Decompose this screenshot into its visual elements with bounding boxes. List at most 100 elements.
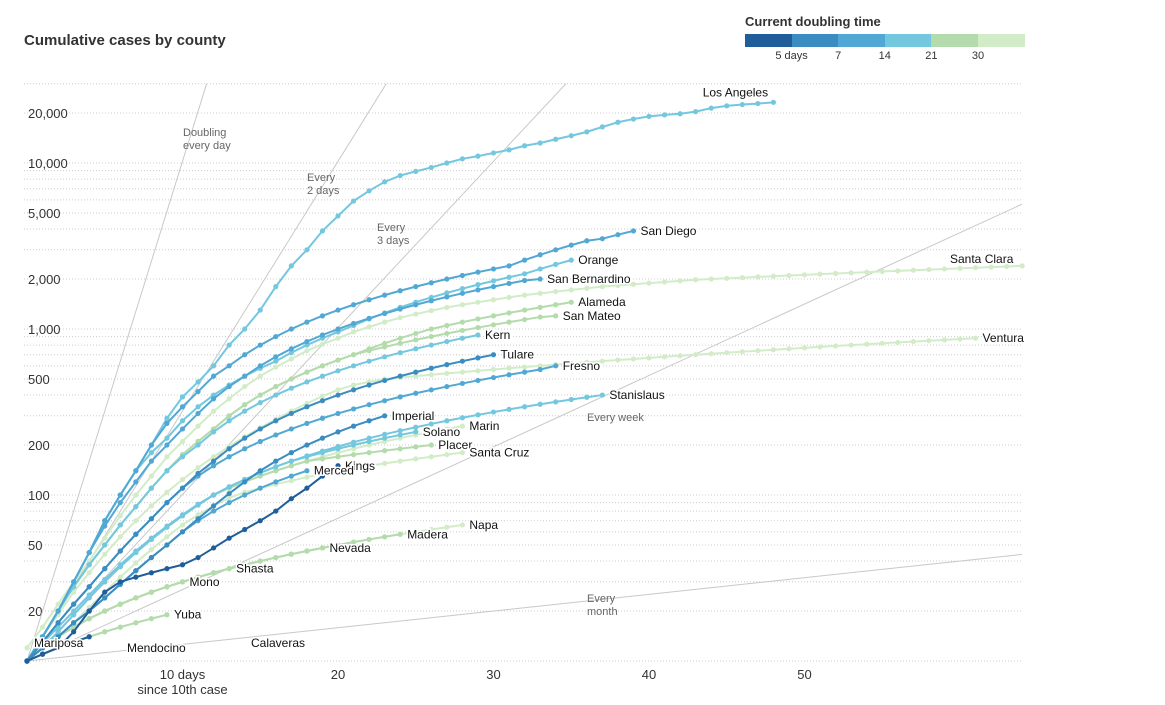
data-point [382,534,388,540]
data-point [242,408,248,414]
x-tick-label: 50 [797,667,811,682]
series-label: Ventura [983,331,1025,345]
data-point [615,357,621,363]
data-point [179,529,186,535]
data-point [599,284,605,290]
data-point [242,383,248,390]
data-point [319,313,326,319]
data-point [926,338,932,344]
data-point [350,329,357,335]
data-point [413,429,419,435]
data-point [382,448,388,454]
data-point [273,354,279,360]
data-point [71,579,77,585]
data-point [568,242,574,248]
reference-line-label: Every [377,222,406,234]
data-point [335,357,341,363]
data-point [475,287,481,293]
x-tick-label: 20 [331,667,345,682]
y-tick-label: 200 [28,438,50,453]
data-point [537,266,543,272]
series-label: Merced [314,464,354,478]
legend-swatch [745,34,792,47]
data-point [117,548,123,554]
data-point [506,147,512,153]
data-point [102,629,108,635]
data-point [693,352,699,358]
data-point [335,368,341,374]
data-point [257,400,263,406]
data-point [319,415,326,421]
data-point [755,274,761,280]
legend-swatch [884,34,932,47]
reference-line-label: Every [307,172,336,184]
data-point [164,524,170,530]
data-point [677,353,683,359]
data-point [537,363,543,369]
data-point [164,584,170,590]
data-point [397,531,403,537]
data-point [428,298,434,304]
reference-line-label: 3 days [377,235,410,247]
data-point [117,522,123,528]
data-point [397,335,403,341]
data-point [475,368,481,374]
data-point [615,282,621,289]
data-point [288,463,294,469]
data-point [195,502,201,508]
data-point [242,373,248,379]
data-point [522,292,528,298]
data-point [148,450,154,456]
data-point [179,579,186,585]
data-point [568,257,574,263]
data-point [615,119,621,125]
data-point [304,474,310,480]
data-point [522,277,528,284]
data-point [413,373,419,379]
data-point [350,423,357,429]
data-point [226,495,232,501]
data-point [242,562,248,568]
data-point [319,393,326,399]
data-point [195,554,201,561]
data-point [273,468,279,474]
data-point [335,429,341,435]
data-point [179,522,186,528]
data-point [226,383,232,390]
legend-tick-label: 21 [925,50,938,62]
data-point [71,620,77,626]
data-point [475,153,481,159]
data-point [599,124,605,130]
data-point [164,420,170,426]
series-label: San Diego [640,224,696,238]
data-point [895,268,901,274]
data-point [102,523,108,529]
data-point [490,297,497,303]
data-point [179,426,186,432]
data-point [335,307,341,313]
data-point [382,292,388,298]
data-point [350,452,357,458]
data-point [288,458,294,464]
data-point [304,420,310,426]
data-point [693,277,699,283]
data-point [397,394,403,400]
data-point [319,341,326,347]
data-point [770,273,777,279]
data-point [506,372,512,378]
data-point [366,297,372,303]
data-point [117,534,123,540]
data-point [39,634,46,640]
data-point [413,311,419,317]
legend-tick-label: 5 days [775,50,808,62]
data-point [242,402,248,408]
data-point [553,302,559,308]
chart-title: Cumulative cases by county [24,32,226,49]
data-point [584,359,590,365]
data-point [755,348,761,354]
data-point [568,396,574,403]
data-point [102,589,108,595]
data-point [211,392,217,398]
data-point [646,113,652,119]
reference-line [26,83,208,662]
